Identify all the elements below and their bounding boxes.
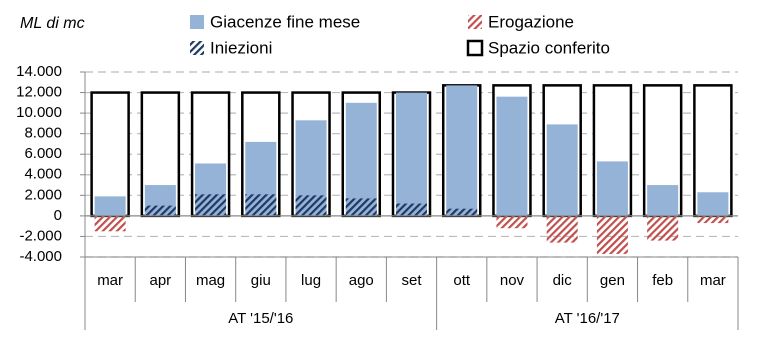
bar xyxy=(596,161,628,216)
y-tick-label: 14.000 xyxy=(16,63,62,80)
bar xyxy=(446,208,478,216)
legend-swatch xyxy=(190,41,204,55)
x-tick-label: ott xyxy=(453,272,471,289)
group-label: AT '16/'17 xyxy=(555,310,620,327)
group-label: AT '15/'16 xyxy=(228,310,293,327)
legend-label: Erogazione xyxy=(488,12,574,31)
x-tick-label: ago xyxy=(349,272,374,289)
y-tick-label: -2.000 xyxy=(19,227,62,244)
y-tick-label: 8.000 xyxy=(24,125,62,142)
bar xyxy=(195,194,227,216)
bar xyxy=(546,215,578,243)
legend-swatch xyxy=(190,15,204,29)
y-tick-label: 2.000 xyxy=(24,186,62,203)
x-tick-label: nov xyxy=(500,272,525,289)
bar xyxy=(94,215,126,232)
bar xyxy=(647,215,679,241)
bar xyxy=(396,203,427,216)
bar xyxy=(496,215,528,229)
bar xyxy=(345,198,377,216)
legend-label: Iniezioni xyxy=(210,38,272,57)
bar xyxy=(144,205,176,216)
bar xyxy=(345,102,377,216)
x-tick-label: feb xyxy=(652,272,673,289)
x-tick-label: set xyxy=(401,272,422,289)
bar xyxy=(546,124,578,216)
bar xyxy=(697,192,729,216)
bar xyxy=(245,194,277,216)
bar xyxy=(446,85,478,216)
x-tick-label: mag xyxy=(196,272,225,289)
y-tick-label: 6.000 xyxy=(24,145,62,162)
bar xyxy=(697,215,729,224)
legend-label: Giacenze fine mese xyxy=(210,12,360,31)
y-tick-label: -4.000 xyxy=(19,248,62,265)
bar xyxy=(596,215,628,254)
bar xyxy=(295,195,327,216)
x-tick-label: mar xyxy=(700,272,726,289)
x-tick-label: gen xyxy=(600,272,625,289)
x-tick-label: giu xyxy=(251,272,271,289)
y-unit-label: ML di mc xyxy=(20,15,85,32)
legend-swatch xyxy=(468,15,482,29)
x-tick-label: mar xyxy=(97,272,123,289)
x-tick-label: apr xyxy=(150,272,172,289)
bar xyxy=(94,196,126,216)
y-tick-label: 0 xyxy=(54,207,62,224)
bar xyxy=(396,92,427,216)
x-tick-label: dic xyxy=(553,272,573,289)
x-tick-label: lug xyxy=(301,272,321,289)
legend-swatch xyxy=(466,39,484,57)
legend-label: Spazio conferito xyxy=(488,38,610,57)
bar xyxy=(496,96,528,216)
y-tick-label: 12.000 xyxy=(16,84,62,101)
y-tick-label: 4.000 xyxy=(24,166,62,183)
bar xyxy=(647,185,679,216)
y-tick-label: 10.000 xyxy=(16,104,62,121)
